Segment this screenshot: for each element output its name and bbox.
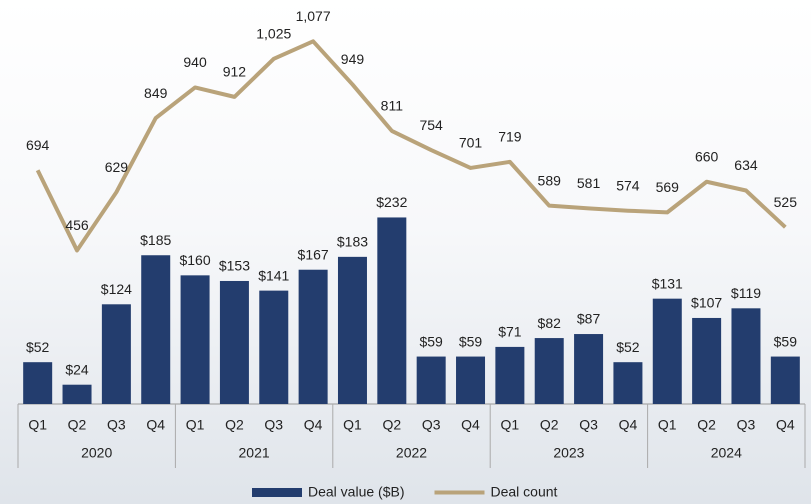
line-value-label: 569 xyxy=(656,179,680,195)
bar-value-label: $160 xyxy=(179,252,210,268)
bar-value-label: $82 xyxy=(538,315,562,331)
x-tick-label: Q2 xyxy=(225,417,244,433)
x-tick-label: Q4 xyxy=(304,417,323,433)
bar xyxy=(259,290,289,404)
line-value-label: 719 xyxy=(498,129,522,145)
x-tick-label: Q3 xyxy=(264,417,283,433)
x-tick-label: Q4 xyxy=(776,417,795,433)
x-tick-label: Q4 xyxy=(146,417,165,433)
bar xyxy=(534,338,564,404)
bar xyxy=(298,269,328,404)
x-tick-label: Q4 xyxy=(619,417,638,433)
x-tick-label: Q3 xyxy=(579,417,598,433)
bar xyxy=(141,255,171,404)
bar-value-label: $131 xyxy=(652,275,683,291)
group-label: 2023 xyxy=(553,445,584,461)
x-tick-label: Q2 xyxy=(68,417,87,433)
bar xyxy=(337,256,367,404)
legend-swatch xyxy=(252,488,302,497)
line-value-label: 949 xyxy=(341,51,365,67)
bar-value-label: $59 xyxy=(459,333,483,349)
bar-value-label: $185 xyxy=(140,232,171,248)
line-value-label: 849 xyxy=(144,85,168,101)
x-tick-label: Q3 xyxy=(737,417,756,433)
group-label: 2020 xyxy=(81,445,112,461)
bar-value-label: $71 xyxy=(498,324,522,340)
bar-value-label: $167 xyxy=(298,246,329,262)
bar-value-label: $119 xyxy=(731,285,761,301)
bar xyxy=(101,304,131,404)
x-tick-label: Q1 xyxy=(343,417,362,433)
bar xyxy=(495,346,525,404)
bar-value-label: $24 xyxy=(65,361,89,377)
line-value-label: 811 xyxy=(381,98,404,114)
line-value-label: 701 xyxy=(459,135,483,151)
bar xyxy=(377,217,407,404)
line-value-label: 629 xyxy=(105,159,129,175)
bar-value-label: $183 xyxy=(337,234,368,250)
x-tick-label: Q2 xyxy=(697,417,716,433)
group-label: 2024 xyxy=(711,445,742,461)
bar xyxy=(652,298,682,404)
bar-value-label: $124 xyxy=(101,281,132,297)
bar xyxy=(731,308,761,404)
legend-label: Deal value ($B) xyxy=(308,484,405,500)
line xyxy=(35,39,787,253)
x-tick-label: Q1 xyxy=(186,417,205,433)
line-value-label: 754 xyxy=(419,117,443,133)
group-label: 2022 xyxy=(396,445,427,461)
x-tick-label: Q3 xyxy=(422,417,441,433)
bar xyxy=(62,384,92,404)
x-tick-label: Q1 xyxy=(501,417,520,433)
bar-value-label: $141 xyxy=(258,267,289,283)
line-value-label: 581 xyxy=(577,175,601,191)
bar-value-label: $52 xyxy=(616,339,640,355)
bar-value-label: $107 xyxy=(691,295,722,311)
line-value-label: 1,077 xyxy=(296,8,331,24)
x-tick-label: Q4 xyxy=(461,417,480,433)
bar-value-label: $232 xyxy=(376,194,407,210)
line-value-label: 912 xyxy=(223,64,247,80)
x-tick-label: Q2 xyxy=(382,417,401,433)
x-tick-label: Q2 xyxy=(540,417,559,433)
line-value-label: 660 xyxy=(695,148,719,164)
bar-value-label: $87 xyxy=(577,311,601,327)
line-value-label: 589 xyxy=(538,172,562,188)
bar-value-label: $59 xyxy=(419,333,443,349)
bar xyxy=(219,280,249,404)
line-value-label: 1,025 xyxy=(256,26,291,42)
x-tick-label: Q1 xyxy=(658,417,677,433)
line-value-label: 694 xyxy=(26,137,50,153)
bar xyxy=(770,356,800,404)
bar xyxy=(180,275,210,404)
bar xyxy=(416,356,446,404)
group-label: 2021 xyxy=(239,445,270,461)
line-value-label: 634 xyxy=(734,157,758,173)
line-value-label: 940 xyxy=(183,54,207,70)
line-value-label: 456 xyxy=(65,217,89,233)
bar xyxy=(692,317,722,404)
bar-value-label: $59 xyxy=(774,333,798,349)
bar xyxy=(613,362,643,404)
line-value-label: 574 xyxy=(616,177,640,193)
bar xyxy=(574,334,604,404)
line-value-label: 525 xyxy=(774,194,798,210)
bar xyxy=(23,362,53,404)
x-tick-label: Q1 xyxy=(28,417,47,433)
bar-value-label: $52 xyxy=(26,339,50,355)
bar xyxy=(456,356,486,404)
bar-value-label: $153 xyxy=(219,258,250,274)
legend-label: Deal count xyxy=(491,484,558,500)
x-tick-label: Q3 xyxy=(107,417,126,433)
